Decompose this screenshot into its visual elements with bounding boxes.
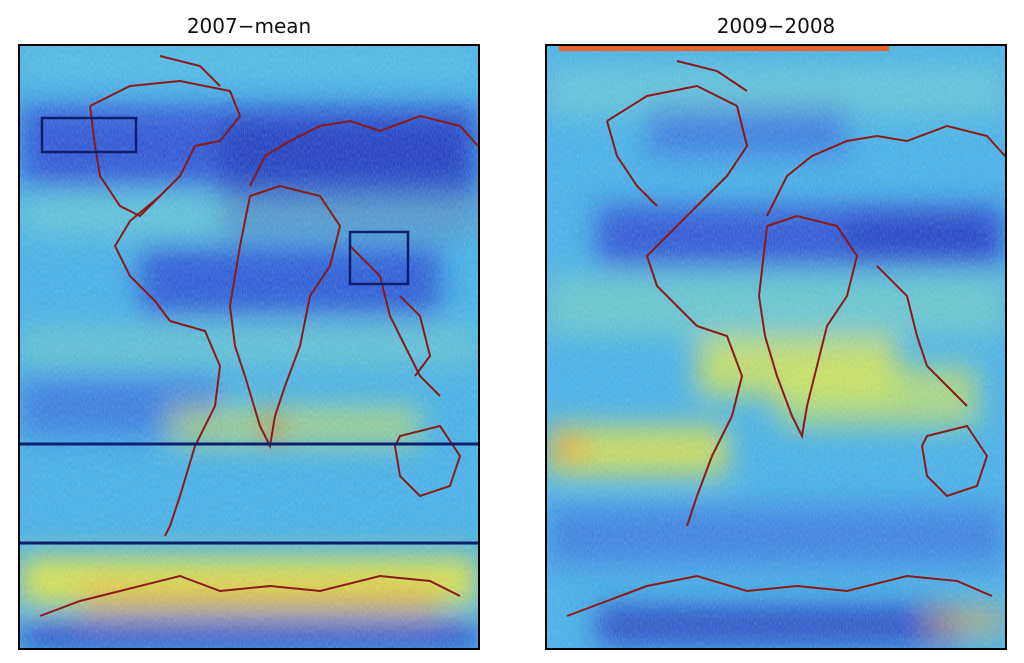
coastlines bbox=[566, 60, 1005, 617]
region-box-asia bbox=[348, 230, 410, 286]
map-frame bbox=[545, 44, 1007, 650]
anomaly-map bbox=[547, 46, 1005, 648]
field-noise bbox=[20, 46, 478, 648]
panel-2009-2008: 2009−2008 bbox=[545, 14, 1007, 650]
map-frame bbox=[18, 44, 480, 650]
panel-title: 2007−mean bbox=[186, 14, 312, 38]
anomaly-map bbox=[20, 46, 478, 648]
panel-2007-mean: 2007−mean bbox=[18, 14, 480, 650]
field-noise bbox=[547, 46, 1005, 648]
top-bar bbox=[559, 46, 889, 51]
panel-title: 2009−2008 bbox=[716, 14, 836, 38]
coastlines bbox=[39, 55, 478, 617]
region-box-north-america bbox=[40, 116, 138, 154]
